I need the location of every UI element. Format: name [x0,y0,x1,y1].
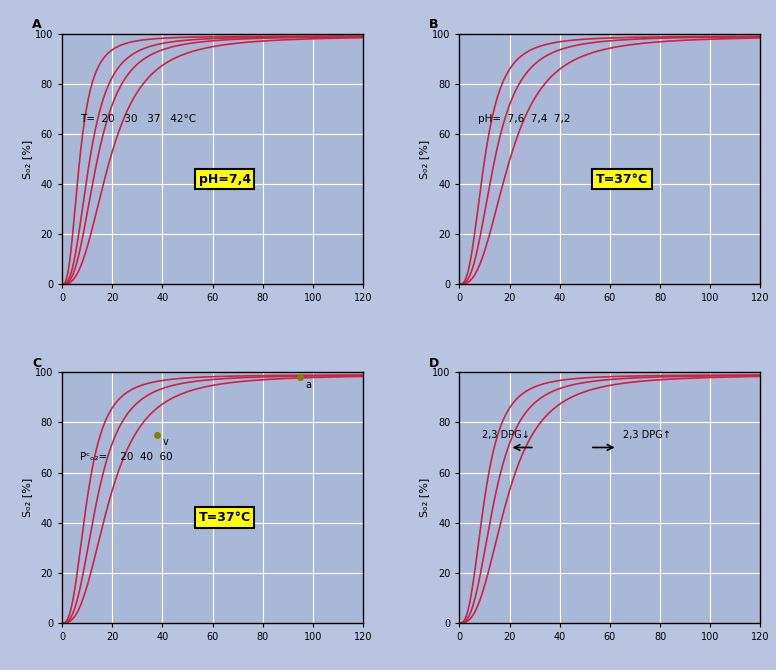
Text: pH=  7,6  7,4  7,2: pH= 7,6 7,4 7,2 [477,114,570,124]
Text: D: D [429,357,439,370]
Text: v: v [162,438,168,448]
Text: Pᶜₒ₂=    20  40  60: Pᶜₒ₂= 20 40 60 [80,452,173,462]
Text: T=37°C: T=37°C [199,511,251,524]
Text: 2,3 DPG↑: 2,3 DPG↑ [622,430,670,440]
Text: T=37°C: T=37°C [596,172,648,186]
Text: 2,3 DPG↓: 2,3 DPG↓ [482,430,530,440]
Text: T=  20   30   37   42°C: T= 20 30 37 42°C [80,114,196,124]
Text: B: B [429,19,439,31]
Y-axis label: Sₒ₂ [%]: Sₒ₂ [%] [22,139,32,179]
Text: a: a [306,380,311,390]
Y-axis label: Sₒ₂ [%]: Sₒ₂ [%] [22,478,32,517]
Y-axis label: Sₒ₂ [%]: Sₒ₂ [%] [419,478,429,517]
Y-axis label: Sₒ₂ [%]: Sₒ₂ [%] [419,139,429,179]
Text: A: A [32,19,42,31]
Text: pH=7,4: pH=7,4 [199,172,251,186]
Text: C: C [32,357,41,370]
